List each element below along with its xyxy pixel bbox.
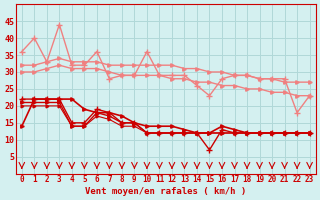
X-axis label: Vent moyen/en rafales ( km/h ): Vent moyen/en rafales ( km/h )	[85, 187, 246, 196]
